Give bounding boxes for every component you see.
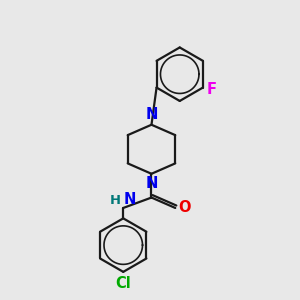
Text: Cl: Cl: [116, 276, 131, 291]
Text: O: O: [178, 200, 191, 215]
Text: N: N: [123, 192, 136, 207]
Text: H: H: [110, 194, 121, 207]
Text: N: N: [145, 176, 158, 191]
Text: N: N: [145, 107, 158, 122]
Text: F: F: [206, 82, 217, 97]
